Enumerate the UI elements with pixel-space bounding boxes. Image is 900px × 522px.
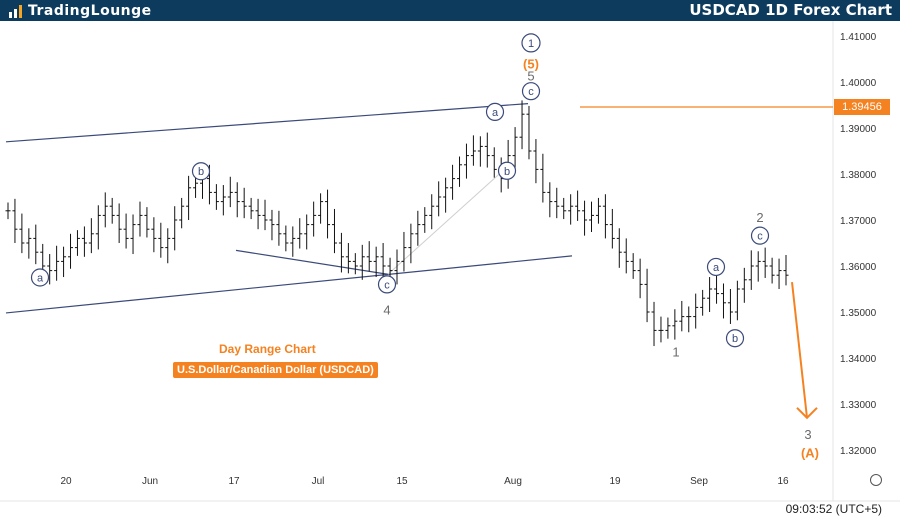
y-tick-label: 1.38000 xyxy=(840,170,877,181)
y-tick-label: 1.34000 xyxy=(840,354,877,365)
wave4-base-line xyxy=(235,249,389,275)
svg-text:c: c xyxy=(757,231,763,243)
wave-label: 1 xyxy=(672,345,679,360)
x-tick-label: 15 xyxy=(396,476,408,487)
y-tick-label: 1.36000 xyxy=(840,262,877,273)
wave-label-circle: b xyxy=(191,162,211,181)
chart-clock: 09:03:52 (UTC+5) xyxy=(785,502,882,516)
projection-arrow-line xyxy=(791,281,808,418)
y-tick-label: 1.33000 xyxy=(840,400,877,411)
wave-label: 2 xyxy=(756,210,763,225)
wave-c-guide-line xyxy=(387,165,509,275)
x-tick-label: 16 xyxy=(777,476,789,487)
wave-label-circle: 1 xyxy=(521,33,541,53)
wave-label-circle: c xyxy=(377,275,397,294)
logo-text: TradingLounge xyxy=(28,2,152,19)
channel-lower-line xyxy=(5,255,573,314)
svg-text:a: a xyxy=(713,262,720,274)
y-tick-label: 1.40000 xyxy=(840,78,877,89)
wave-label: (5) xyxy=(523,57,539,72)
svg-text:a: a xyxy=(492,107,499,119)
svg-text:b: b xyxy=(198,166,204,178)
svg-text:c: c xyxy=(528,86,534,98)
x-tick-label: 19 xyxy=(609,476,621,487)
price-level-tag: 1.39456 xyxy=(834,99,890,115)
svg-text:b: b xyxy=(504,166,510,178)
logo-mark-icon xyxy=(9,4,22,18)
y-tick-label: 1.35000 xyxy=(840,308,877,319)
wave-label-circle: a xyxy=(30,268,50,287)
day-range-caption: Day Range Chart xyxy=(219,342,316,356)
projection-arrow-head xyxy=(796,407,818,420)
y-tick-label: 1.32000 xyxy=(840,446,877,457)
svg-text:a: a xyxy=(37,273,44,285)
wave-label-circle: a xyxy=(485,102,505,122)
y-tick-label: 1.37000 xyxy=(840,216,877,227)
svg-text:1: 1 xyxy=(528,38,534,50)
tradinglounge-logo: TradingLounge xyxy=(8,1,152,20)
price-chart[interactable]: 1.41000 1.40000 1.39000 1.38000 1.37000 1.360… xyxy=(0,21,900,522)
wave-label-circle: a xyxy=(706,257,726,277)
svg-text:b: b xyxy=(732,333,738,345)
y-tick-label: 1.41000 xyxy=(840,32,877,43)
x-tick-label: Sep xyxy=(690,476,708,487)
x-tick-label: Jun xyxy=(142,476,158,487)
wave-label-circle: b xyxy=(725,329,745,348)
header-bar: TradingLounge USDCAD 1D Forex Chart xyxy=(0,0,900,21)
instrument-caption: U.S.Dollar/Canadian Dollar (USDCAD) xyxy=(173,362,378,378)
svg-text:c: c xyxy=(384,279,390,291)
wave-label: 3 xyxy=(804,427,811,442)
chart-title: USDCAD 1D Forex Chart xyxy=(689,1,892,19)
wave-label-circle: c xyxy=(750,226,770,245)
wave-label: (A) xyxy=(801,445,819,460)
x-tick-label: Jul xyxy=(312,476,325,487)
x-tick-label: 17 xyxy=(228,476,240,487)
channel-upper-line xyxy=(5,103,529,143)
wave-label: 4 xyxy=(383,303,390,318)
wave-label-circle: b xyxy=(497,161,517,180)
y-tick-label: 1.39000 xyxy=(840,124,877,135)
wave-label-circle: c xyxy=(521,82,541,101)
wave-label: 5 xyxy=(527,69,534,84)
x-tick-label: 20 xyxy=(60,476,72,487)
settings-gear-icon[interactable] xyxy=(870,474,882,486)
x-tick-label: Aug xyxy=(504,476,522,487)
